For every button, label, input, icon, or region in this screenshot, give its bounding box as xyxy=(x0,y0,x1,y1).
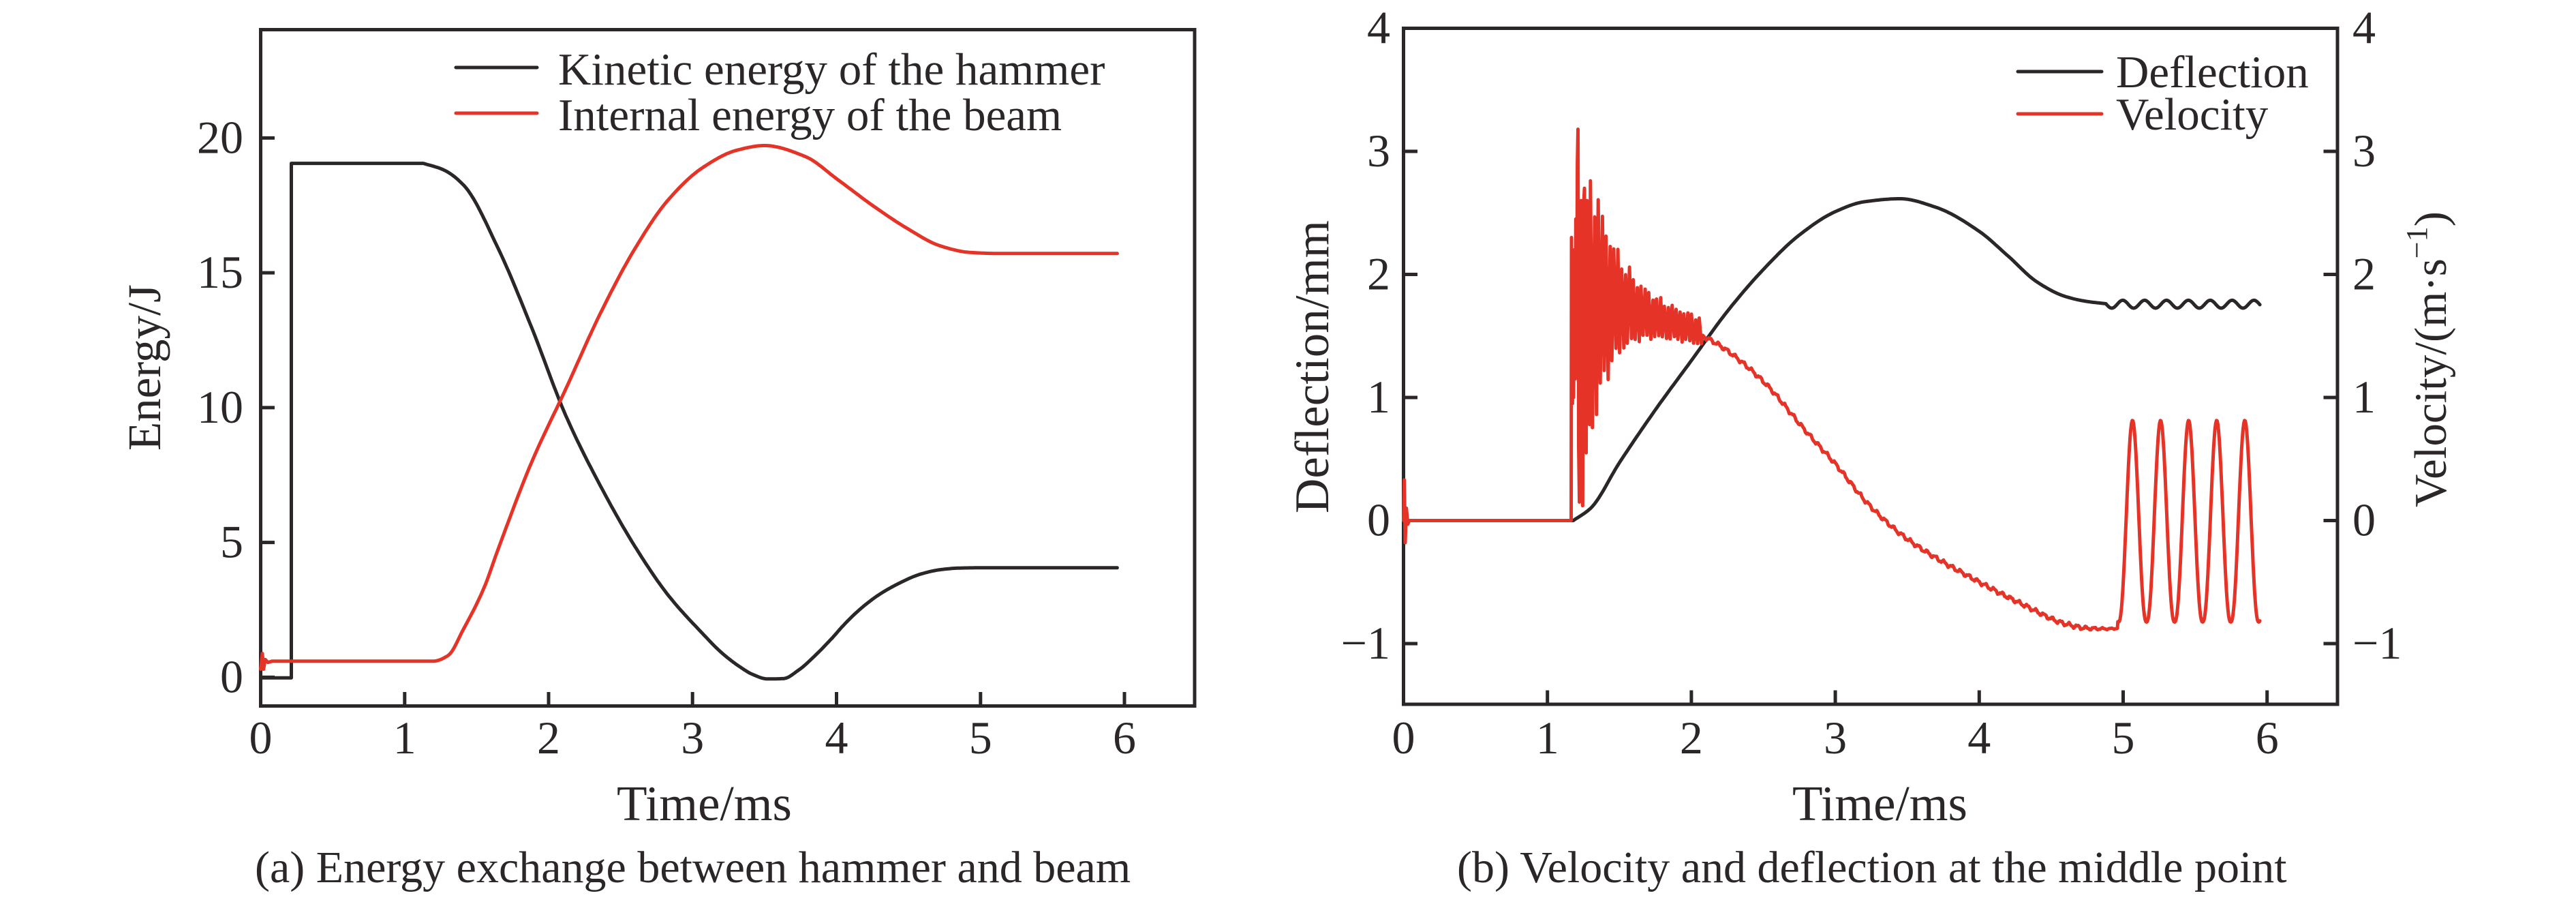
svg-text:2: 2 xyxy=(1367,248,1390,300)
svg-text:10: 10 xyxy=(197,381,243,433)
svg-text:1: 1 xyxy=(1367,371,1390,423)
svg-text:0: 0 xyxy=(2352,494,2376,546)
svg-text:5: 5 xyxy=(969,712,992,764)
svg-text:4: 4 xyxy=(1367,2,1390,54)
svg-text:3: 3 xyxy=(1367,125,1390,177)
svg-text:1: 1 xyxy=(2352,371,2376,423)
svg-text:Deflection: Deflection xyxy=(2116,47,2309,97)
svg-text:1: 1 xyxy=(393,712,416,764)
svg-text:6: 6 xyxy=(1113,712,1136,764)
svg-text:2: 2 xyxy=(537,712,560,764)
svg-text:Velocity/(m·s−1): Velocity/(m·s−1) xyxy=(2400,211,2456,507)
svg-text:−1: −1 xyxy=(1341,617,1390,669)
svg-text:1: 1 xyxy=(1536,712,1559,764)
svg-text:3: 3 xyxy=(681,712,704,764)
svg-text:Deflection/mm: Deflection/mm xyxy=(1286,220,1339,513)
svg-text:0: 0 xyxy=(1392,712,1415,764)
svg-text:0: 0 xyxy=(1367,494,1390,546)
svg-text:3: 3 xyxy=(2352,125,2376,177)
svg-text:Kinetic energy of the hammer: Kinetic energy of the hammer xyxy=(558,44,1105,95)
svg-text:4: 4 xyxy=(1967,712,1991,764)
svg-text:3: 3 xyxy=(1824,712,1847,764)
svg-text:0: 0 xyxy=(249,712,273,764)
svg-text:0: 0 xyxy=(220,650,243,702)
svg-text:6: 6 xyxy=(2256,712,2279,764)
svg-text:Time/ms: Time/ms xyxy=(1792,776,1967,831)
svg-text:−1: −1 xyxy=(2352,617,2402,669)
svg-text:4: 4 xyxy=(825,712,848,764)
svg-text:2: 2 xyxy=(1680,712,1703,764)
svg-text:Energy/J: Energy/J xyxy=(119,284,170,451)
svg-text:15: 15 xyxy=(197,246,243,298)
svg-text:2: 2 xyxy=(2352,248,2376,300)
svg-text:(a) Energy exchange between ha: (a) Energy exchange between hammer and b… xyxy=(255,843,1131,892)
svg-text:(b) Velocity and deflection at: (b) Velocity and deflection at the middl… xyxy=(1457,843,2287,892)
svg-text:Internal energy of the beam: Internal energy of the beam xyxy=(558,90,1062,140)
svg-text:Velocity: Velocity xyxy=(2116,89,2269,140)
svg-text:4: 4 xyxy=(2352,2,2376,54)
svg-text:5: 5 xyxy=(220,516,243,568)
svg-text:5: 5 xyxy=(2112,712,2135,764)
svg-text:Time/ms: Time/ms xyxy=(617,776,792,831)
svg-text:20: 20 xyxy=(197,111,243,163)
